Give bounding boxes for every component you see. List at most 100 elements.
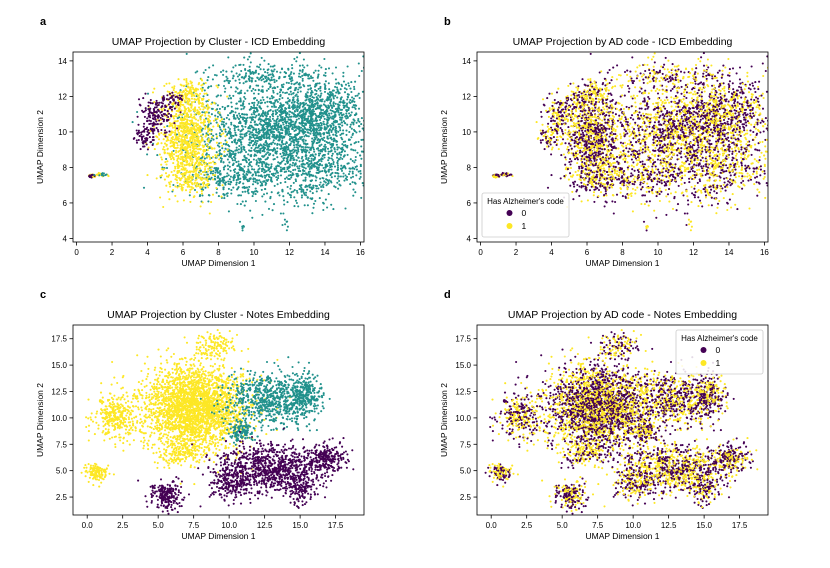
data-point — [228, 155, 231, 158]
data-point — [278, 138, 281, 141]
data-point — [169, 101, 172, 104]
data-point — [312, 139, 316, 142]
data-point — [366, 168, 368, 170]
data-point — [203, 89, 206, 92]
data-point — [300, 173, 303, 176]
data-point — [309, 155, 312, 158]
data-point — [305, 98, 308, 101]
data-point — [272, 96, 275, 99]
data-point — [698, 168, 701, 171]
data-point — [328, 128, 331, 131]
data-point — [163, 151, 167, 154]
data-point — [248, 65, 251, 68]
data-point — [376, 185, 378, 187]
data-point — [341, 124, 344, 127]
data-point — [311, 192, 314, 195]
data-point — [254, 128, 258, 131]
data-point — [312, 71, 315, 74]
data-point — [190, 114, 193, 117]
data-point — [311, 96, 314, 99]
data-point — [227, 180, 230, 183]
data-point — [246, 58, 249, 61]
data-point — [236, 164, 239, 168]
data-point — [259, 120, 262, 123]
data-point — [219, 141, 222, 144]
data-point — [336, 168, 339, 171]
data-point — [207, 111, 210, 114]
data-point — [256, 179, 259, 182]
data-point — [360, 145, 363, 148]
data-point — [276, 147, 279, 150]
data-point — [250, 146, 253, 150]
data-point — [249, 85, 252, 88]
data-point — [262, 193, 266, 196]
data-point — [205, 134, 208, 137]
data-point — [315, 171, 318, 174]
data-point — [244, 190, 247, 193]
data-point — [152, 135, 155, 139]
data-point — [231, 77, 234, 80]
data-point — [291, 106, 294, 109]
data-point — [188, 162, 191, 165]
data-point — [273, 147, 276, 150]
data-point — [312, 184, 315, 187]
data-point — [181, 157, 184, 160]
x-axis-label: UMAP Dimension 1 — [181, 258, 255, 268]
data-point — [175, 105, 178, 108]
data-point — [326, 132, 329, 135]
data-point — [178, 185, 181, 188]
data-point — [276, 150, 279, 153]
data-point — [205, 117, 208, 120]
data-point — [181, 103, 184, 106]
data-point — [149, 119, 152, 123]
data-point — [216, 125, 219, 128]
data-point — [304, 191, 308, 194]
data-point — [342, 71, 345, 74]
data-point — [201, 127, 204, 130]
data-point — [270, 163, 273, 166]
data-point — [345, 129, 348, 132]
data-point — [285, 229, 288, 232]
data-point — [143, 110, 146, 113]
data-point — [310, 198, 313, 201]
data-point — [207, 200, 210, 203]
data-point — [319, 89, 322, 92]
data-point — [337, 175, 340, 178]
data-point — [343, 87, 346, 90]
data-point — [185, 81, 188, 84]
data-point — [316, 133, 319, 136]
data-point — [319, 94, 322, 97]
data-point — [276, 85, 279, 88]
data-point — [379, 122, 381, 124]
data-point — [200, 190, 203, 193]
data-point — [176, 172, 179, 175]
data-point — [280, 145, 283, 148]
x-tick-label: 10 — [250, 248, 259, 257]
data-point — [137, 138, 140, 142]
data-point — [189, 180, 192, 183]
chart-title: UMAP Projection by AD code - ICD Embeddi… — [513, 36, 733, 48]
data-point — [245, 72, 248, 75]
data-point — [263, 171, 266, 174]
data-point — [255, 142, 258, 145]
data-point — [361, 182, 364, 185]
data-point — [194, 122, 198, 125]
data-point — [350, 136, 353, 139]
data-point — [169, 124, 172, 127]
data-point — [271, 209, 274, 212]
data-point — [249, 154, 252, 157]
data-point — [707, 66, 710, 69]
data-point — [294, 125, 297, 129]
data-point — [238, 174, 241, 177]
data-point — [298, 69, 301, 72]
data-point — [344, 167, 347, 170]
data-point — [339, 156, 342, 159]
data-point — [216, 104, 219, 107]
data-point — [282, 83, 285, 86]
data-point — [156, 122, 159, 126]
data-point — [205, 143, 209, 146]
data-point — [232, 177, 235, 180]
data-point — [244, 176, 247, 179]
data-point — [321, 164, 324, 167]
data-point — [324, 80, 327, 83]
